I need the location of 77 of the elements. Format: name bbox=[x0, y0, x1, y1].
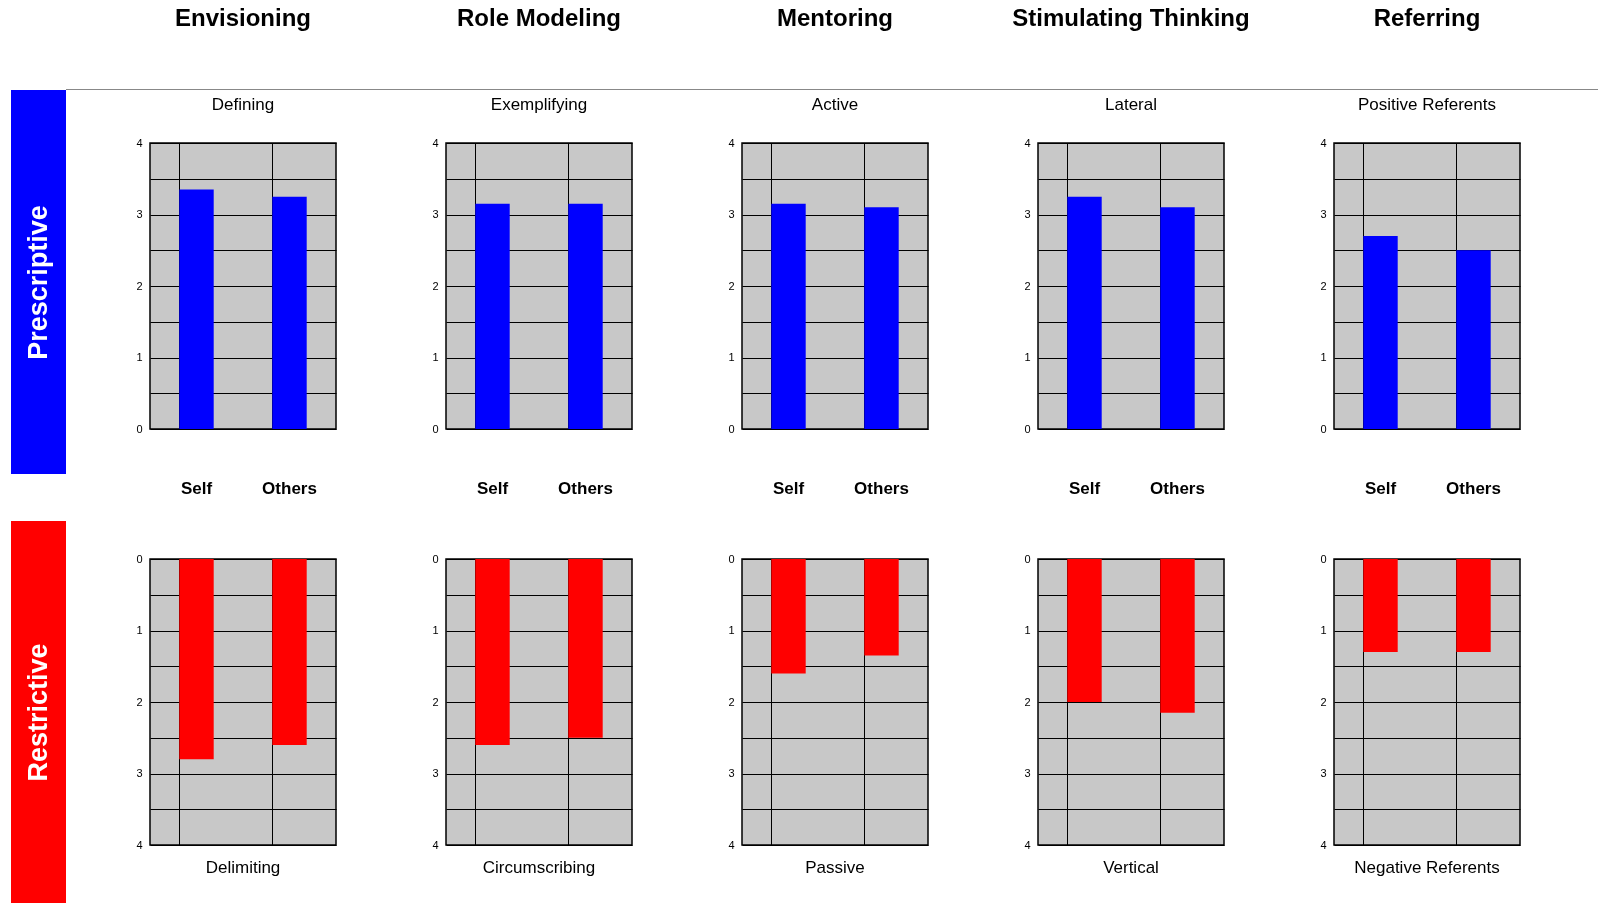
chart-subtitle: Defining bbox=[211, 95, 275, 114]
y-tick-label: 1 bbox=[1320, 351, 1327, 363]
y-tick-label: 4 bbox=[728, 136, 735, 149]
x-tick-label: Self bbox=[1068, 478, 1101, 498]
x-tick-label: Others bbox=[1150, 478, 1205, 498]
y-tick-label: 0 bbox=[1320, 552, 1327, 565]
chart-subtitle: Positive Referents bbox=[1358, 95, 1496, 114]
y-tick-label: 0 bbox=[136, 422, 143, 435]
y-tick-label: 4 bbox=[136, 136, 143, 149]
y-tick-label: 4 bbox=[1320, 838, 1327, 851]
y-tick-label: 1 bbox=[728, 351, 735, 363]
y-tick-label: 4 bbox=[432, 136, 439, 149]
chart-subtitle: Active bbox=[811, 95, 859, 114]
y-tick-label: 3 bbox=[1024, 208, 1031, 220]
x-tick-label: Others bbox=[854, 478, 909, 498]
x-tick-label: Self bbox=[772, 478, 805, 498]
chart-title: Role Modeling bbox=[457, 4, 621, 31]
chart-title: Mentoring bbox=[777, 4, 893, 31]
row-label-block: Restrictive bbox=[11, 521, 66, 903]
y-tick-label: 2 bbox=[136, 695, 143, 708]
chart-subtitle: Lateral bbox=[1105, 95, 1157, 114]
y-tick-label: 3 bbox=[432, 208, 439, 220]
y-tick-label: 1 bbox=[728, 624, 735, 636]
y-tick-label: 4 bbox=[1320, 136, 1327, 149]
x-axis-title: Vertical bbox=[1103, 858, 1159, 877]
y-tick-label: 2 bbox=[432, 279, 439, 292]
chart-subtitle: Exemplifying bbox=[490, 95, 588, 114]
y-tick-label: 0 bbox=[432, 422, 439, 435]
y-tick-label: 3 bbox=[136, 767, 143, 779]
y-tick-label: 1 bbox=[1024, 351, 1031, 363]
y-tick-label: 1 bbox=[1024, 624, 1031, 636]
y-tick-label: 3 bbox=[432, 767, 439, 779]
y-tick-label: 0 bbox=[136, 552, 143, 565]
y-tick-label: 4 bbox=[1024, 136, 1031, 149]
x-axis-title: Circumscribing bbox=[482, 858, 596, 877]
chart-title: Stimulating Thinking bbox=[1012, 4, 1250, 31]
y-tick-label: 1 bbox=[432, 624, 439, 636]
row-label-block: Prescriptive bbox=[11, 90, 66, 474]
y-tick-label: 3 bbox=[1320, 767, 1327, 779]
x-axis-title: Delimiting bbox=[205, 858, 281, 877]
y-tick-label: 3 bbox=[136, 208, 143, 220]
y-tick-label: 0 bbox=[728, 552, 735, 565]
chart-title: Envisioning bbox=[174, 4, 312, 31]
y-tick-label: 4 bbox=[432, 838, 439, 851]
y-tick-label: 1 bbox=[136, 351, 143, 363]
y-tick-label: 3 bbox=[1320, 208, 1327, 220]
x-tick-label: Others bbox=[558, 478, 613, 498]
y-tick-label: 0 bbox=[728, 422, 735, 435]
x-axis-title: Passive bbox=[805, 858, 865, 877]
x-axis-title: Negative Referents bbox=[1354, 858, 1500, 877]
chart-title: Referring bbox=[1373, 4, 1481, 31]
y-tick-label: 2 bbox=[136, 279, 143, 292]
y-tick-label: 2 bbox=[1024, 279, 1031, 292]
x-tick-label: Self bbox=[180, 478, 213, 498]
y-tick-label: 2 bbox=[1320, 695, 1327, 708]
y-tick-label: 0 bbox=[1024, 422, 1031, 435]
x-tick-label: Others bbox=[1446, 478, 1501, 498]
y-tick-label: 1 bbox=[432, 351, 439, 363]
y-tick-label: 2 bbox=[728, 695, 735, 708]
y-tick-label: 2 bbox=[728, 279, 735, 292]
x-tick-label: Self bbox=[1364, 478, 1397, 498]
y-tick-label: 2 bbox=[1320, 279, 1327, 292]
y-tick-label: 0 bbox=[1320, 422, 1327, 435]
y-tick-label: 3 bbox=[728, 208, 735, 220]
x-tick-label: Self bbox=[476, 478, 509, 498]
y-tick-label: 0 bbox=[432, 552, 439, 565]
y-tick-label: 3 bbox=[728, 767, 735, 779]
y-tick-label: 3 bbox=[1024, 767, 1031, 779]
y-tick-label: 2 bbox=[1024, 695, 1031, 708]
x-tick-label: Others bbox=[262, 478, 317, 498]
y-tick-label: 2 bbox=[432, 695, 439, 708]
y-tick-label: 0 bbox=[1024, 552, 1031, 565]
y-tick-label: 1 bbox=[136, 624, 143, 636]
y-tick-label: 4 bbox=[136, 838, 143, 851]
y-tick-label: 4 bbox=[728, 838, 735, 851]
y-tick-label: 1 bbox=[1320, 624, 1327, 636]
y-tick-label: 4 bbox=[1024, 838, 1031, 851]
